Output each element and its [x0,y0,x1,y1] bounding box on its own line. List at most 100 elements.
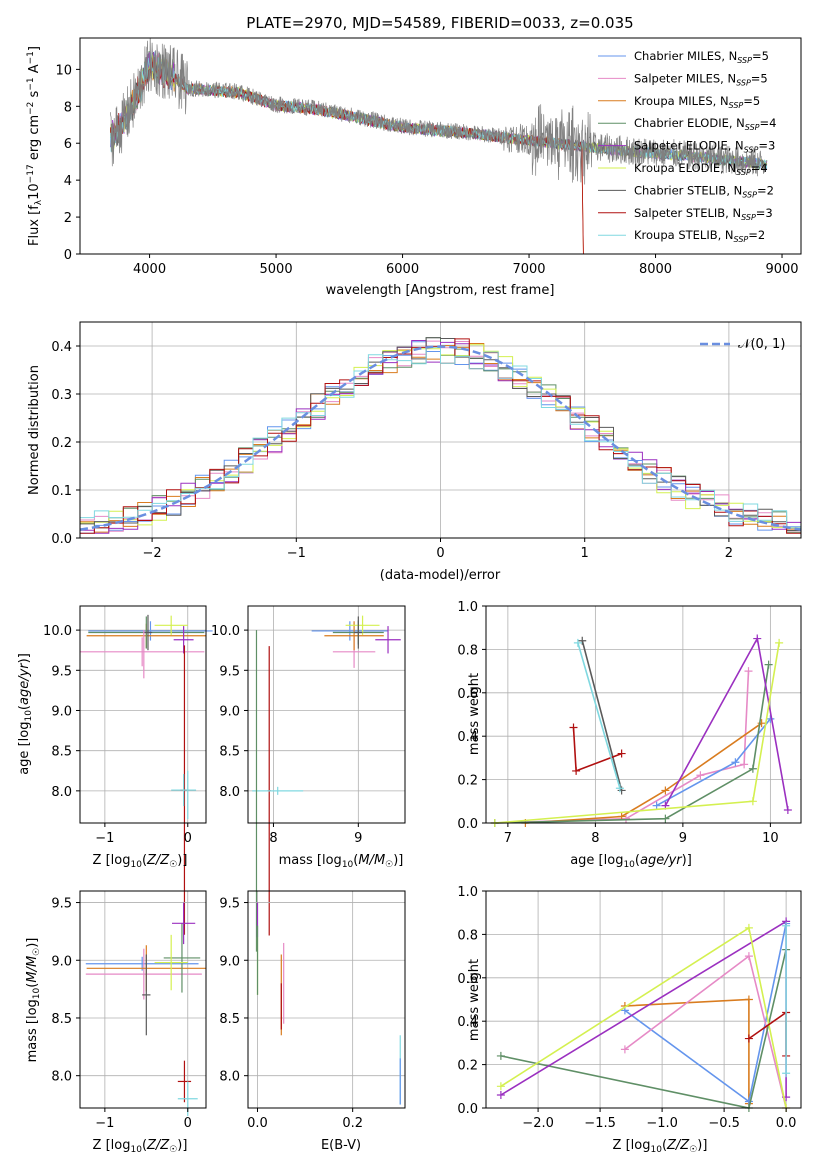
x-tick-label: 4000 [133,262,166,277]
x-tick-label: 7 [504,831,512,846]
x-tick-label: 9000 [765,262,798,277]
x-tick-label: 0.2 [342,1116,363,1131]
normal-legend-label: 𝒩(0, 1) [738,337,785,352]
figure-title: PLATE=2970, MJD=54589, FIBERID=0033, z=0… [246,14,633,32]
y-tick-label: 0.8 [457,928,478,943]
y-tick-label: 9.0 [51,954,72,969]
weight-track [494,664,770,824]
x-tick-label: −1 [95,831,114,846]
legend-label: Chabrier ELODIE, NSSP=4 [634,116,776,132]
x-tick-label: 0 [184,1116,192,1131]
weight-marker [744,995,753,1004]
legend-label: Kroupa STELIB, NSSP=2 [634,228,765,244]
normal-curve [79,345,802,531]
plot-content [496,917,791,1112]
y-tick-label: 9.5 [219,664,240,679]
y-tick-label: 9.5 [51,664,72,679]
y-tick-label: 1.0 [457,600,478,615]
plot-content [256,902,401,1105]
x-tick-label: 9 [679,831,687,846]
residuals-panel: −2 −1 0 1 2 0.0 0.1 0.2 0.3 0.4 (data-model)/erro… [27,321,802,583]
weight-marker [783,805,792,814]
age-vs-Z-panel: −1 0 8.0 8.5 9.0 9.5 10.0 [43,605,213,935]
weight-marker [753,634,762,643]
y-tick-label: 0.2 [457,774,478,789]
x-tick-label: 7000 [512,262,545,277]
spectrum-ylabel: Flux [fλ10−17 erg cm−2 s−1 A−1] [26,46,44,246]
y-tick-label: 9.0 [51,704,72,719]
weight-marker [740,760,749,769]
weight-marker [620,1045,629,1054]
weight-track [500,949,787,1109]
weight-marker [615,784,624,793]
x-tick-label: 0 [436,546,444,561]
y-tick-label: 8.0 [219,785,240,800]
weight-track [500,926,787,1109]
weight-track [500,919,787,1098]
spectrum-xlabel: wavelength [Angstrom, rest frame] [326,283,555,298]
weight-marker [617,749,626,758]
y-tick-label: 0.3 [51,388,72,403]
weight-vs-Z-panel: −2.0 −1.5 −1.0 −0.5 0.0 0.0 0.2 0.4 0.6 0.8 1.0 [457,885,802,1131]
age-Z-xlabel: Z [log10(Z/Z☉)] [93,853,188,870]
weight-marker [617,786,626,795]
legend-label: Salpeter ELODIE, NSSP=3 [634,139,775,155]
weight-age-ylabel: mass weight [467,673,482,755]
x-tick-label: 1 [581,546,589,561]
weight-marker [744,952,753,961]
y-tick-label: 0.6 [457,972,478,987]
plot-content [490,634,792,827]
y-tick-label: 0.6 [457,687,478,702]
x-tick-label: 8 [591,831,599,846]
x-tick-label: 6000 [386,262,419,277]
y-tick-label: 8.5 [51,745,72,760]
x-tick-label: 5000 [260,262,293,277]
weight-age-xlabel: age [log10(age/yr)] [570,853,692,870]
x-tick-label: 8000 [639,262,672,277]
spectrum-panel: 4000 5000 6000 7000 8000 9000 0 2 4 6 8 10 waveleng… [26,37,802,298]
y-tick-label: 2 [64,211,72,226]
panel-frame [79,605,207,824]
age-vs-mass-panel: 8 9 8.0 8.5 9.0 9.5 10.0 [211,605,406,952]
x-tick-label: −1.0 [646,1116,678,1131]
weight-marker [744,1034,753,1043]
y-tick-label: 9.5 [219,897,240,912]
plot-content [252,615,401,952]
residuals-ylabel: Normed distribution [27,365,42,495]
y-tick-label: 10.0 [211,624,240,639]
weight-marker [744,667,753,676]
weight-marker [661,814,670,823]
x-tick-label: −2.0 [522,1116,554,1131]
x-tick-label: −2 [143,546,162,561]
y-tick-label: 4 [64,174,72,189]
legend-label: Salpeter MILES, NSSP=5 [634,71,768,87]
weight-marker [748,797,757,806]
y-tick-label: 8.0 [51,1070,72,1085]
spectrum-traces [110,38,768,254]
y-tick-label: 8.5 [219,1012,240,1027]
y-tick-label: 9.5 [51,897,72,912]
y-tick-label: 0.0 [457,817,478,832]
y-tick-label: 6 [64,137,72,152]
weight-marker [782,1069,791,1078]
x-tick-label: 10 [762,831,779,846]
mass-Z-ylabel: mass [log10(M/M☉)] [25,938,42,1063]
weight-track [624,954,787,1109]
weight-marker [578,636,587,645]
y-tick-label: 1.0 [457,885,478,900]
observed-spectrum [110,38,765,185]
weight-marker [731,758,740,767]
ebv-xlabel: E(B-V) [321,1138,361,1153]
y-tick-label: 0.4 [457,730,478,745]
weight-track [494,671,750,824]
weight-marker [696,771,705,780]
plot-content [85,902,206,1117]
y-tick-label: 0.0 [51,532,72,547]
weight-vs-age-panel: 7 8 9 10 0.0 0.2 0.4 0.6 0.8 1.0 [457,600,802,846]
y-tick-label: 8.5 [51,1012,72,1027]
y-tick-label: 9.0 [219,954,240,969]
y-tick-label: 10.0 [43,624,72,639]
age-mass-xlabel: mass [log10(M/M☉)] [279,853,404,870]
x-tick-label: 0.0 [247,1116,268,1131]
